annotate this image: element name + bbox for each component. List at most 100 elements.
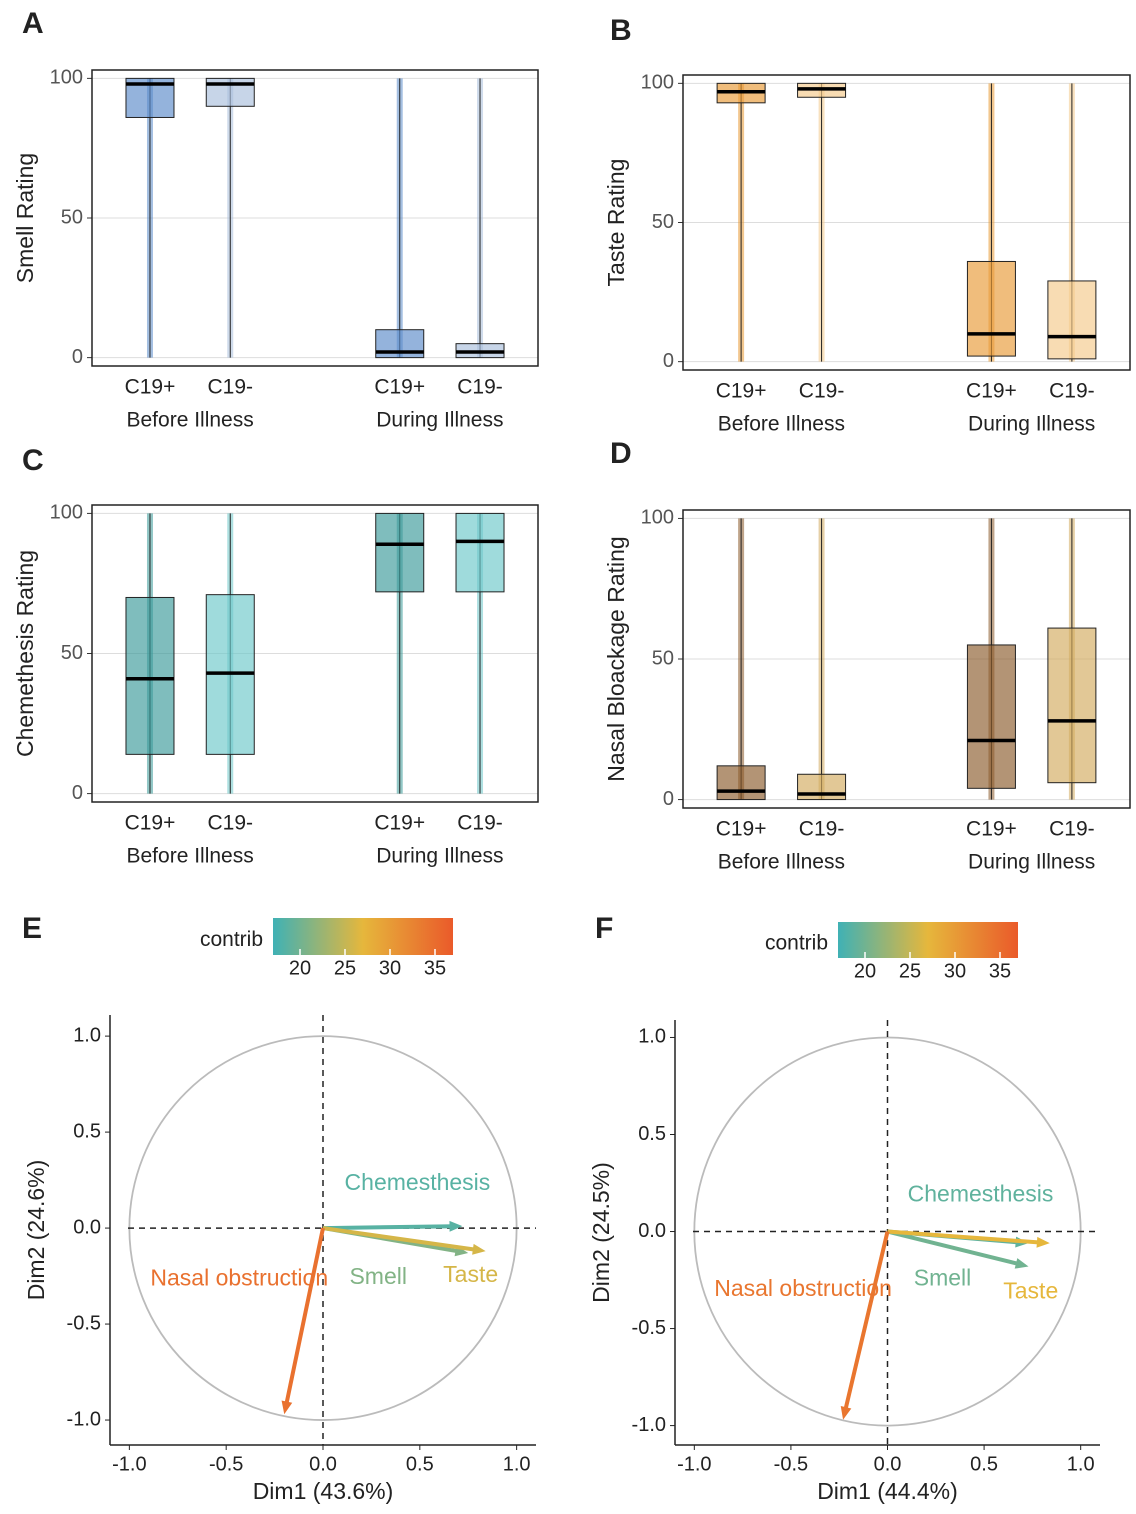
- x-tick-label: C19-: [457, 376, 503, 399]
- box: [966, 644, 1016, 789]
- x-tick-label: 0.5: [406, 1453, 434, 1475]
- y-tick-label: -0.5: [632, 1317, 666, 1339]
- x-tick-label: -0.5: [209, 1453, 243, 1475]
- arrow-head: [281, 1400, 293, 1415]
- arrow: [283, 1227, 325, 1407]
- arrow: [887, 1229, 1042, 1245]
- y-axis-label: Dim2 (24.5%): [588, 1162, 614, 1303]
- group-label: Before Illness: [718, 851, 845, 874]
- colorbar: [273, 918, 453, 955]
- colorbar-tick-label: 35: [424, 957, 446, 979]
- arrow-label: Nasal obstruction: [150, 1264, 328, 1290]
- arrow-head: [472, 1243, 486, 1255]
- plot-frame: [91, 69, 539, 367]
- x-tick-label: C19-: [1049, 818, 1095, 841]
- y-tick-label: 1.0: [73, 1024, 101, 1046]
- plot-frame: [682, 74, 1131, 371]
- group-label: Before Illness: [718, 413, 845, 436]
- colorbar-tick-label: 25: [899, 960, 921, 982]
- y-tick-label: -1.0: [67, 1408, 101, 1430]
- group-label: During Illness: [376, 845, 503, 868]
- x-tick-label: C19-: [1049, 380, 1095, 403]
- y-tick-label: 0: [72, 346, 83, 368]
- y-tick-label: 0: [72, 782, 83, 804]
- x-tick-label: 1.0: [503, 1453, 531, 1475]
- arrow-head: [449, 1220, 463, 1232]
- x-tick-label: C19+: [125, 376, 176, 399]
- y-axis-label: Nasal Bloackage Rating: [603, 536, 629, 781]
- arrow-head: [1036, 1236, 1050, 1248]
- y-tick-label: 0: [663, 350, 674, 372]
- y-tick-label: 50: [652, 647, 674, 669]
- arrow-label: Taste: [443, 1261, 498, 1287]
- arrow: [322, 1226, 479, 1252]
- arrow-label: Chemesthesis: [908, 1180, 1054, 1206]
- group-label: During Illness: [968, 851, 1095, 874]
- panel-label: D: [610, 437, 632, 470]
- colorbar-tick-label: 25: [334, 957, 356, 979]
- x-tick-label: C19-: [207, 812, 253, 835]
- x-axis-label: Dim1 (44.4%): [817, 1478, 958, 1504]
- y-tick-label: 1.0: [638, 1026, 666, 1048]
- box: [966, 260, 1016, 357]
- colorbar-title: contrib: [200, 928, 263, 951]
- colorbar-tick-label: 35: [989, 960, 1011, 982]
- y-tick-label: 50: [61, 642, 83, 664]
- panel-label: F: [595, 912, 613, 945]
- x-tick-label: C19+: [966, 818, 1017, 841]
- arrow-label: Taste: [1003, 1277, 1058, 1303]
- x-tick-label: C19+: [374, 812, 425, 835]
- colorbar-tick-label: 30: [379, 957, 401, 979]
- x-tick-label: -0.5: [774, 1453, 808, 1475]
- y-tick-label: 100: [50, 502, 83, 524]
- plot-frame: [682, 509, 1131, 809]
- x-tick-label: 0.0: [874, 1453, 902, 1475]
- panel-label: A: [22, 7, 44, 40]
- arrow: [887, 1229, 1022, 1267]
- arrow-head: [1014, 1258, 1029, 1269]
- box: [1047, 627, 1097, 784]
- x-tick-label: C19+: [716, 818, 767, 841]
- colorbar-title: contrib: [765, 932, 828, 955]
- panel-label: E: [22, 912, 42, 945]
- x-tick-label: 0.5: [970, 1453, 998, 1475]
- y-tick-label: 50: [652, 211, 674, 233]
- x-tick-label: C19-: [457, 812, 503, 835]
- y-axis-label: Chemethesis Rating: [12, 550, 38, 757]
- x-tick-label: -1.0: [677, 1453, 711, 1475]
- y-axis-label: Dim2 (24.6%): [23, 1160, 49, 1301]
- x-tick-label: -1.0: [112, 1453, 146, 1475]
- arrow-label: Nasal obstruction: [714, 1275, 892, 1301]
- box: [716, 765, 766, 801]
- x-tick-label: C19-: [799, 380, 845, 403]
- x-tick-label: 1.0: [1067, 1453, 1095, 1475]
- colorbar-tick-label: 30: [944, 960, 966, 982]
- y-tick-label: 50: [61, 206, 83, 228]
- plot-frame: [91, 504, 539, 803]
- panel-label: C: [22, 444, 44, 477]
- y-tick-label: 0.5: [73, 1120, 101, 1142]
- arrow-label: Chemesthesis: [345, 1169, 491, 1195]
- x-tick-label: C19+: [716, 380, 767, 403]
- y-tick-label: -0.5: [67, 1312, 101, 1334]
- colorbar-tick-label: 20: [854, 960, 876, 982]
- group-label: Before Illness: [127, 409, 254, 432]
- arrow-head: [840, 1405, 852, 1420]
- arrow-label: Smell: [914, 1265, 972, 1291]
- y-axis-label: Smell Rating: [12, 153, 38, 283]
- y-tick-label: -1.0: [632, 1414, 666, 1436]
- group-label: Before Illness: [127, 845, 254, 868]
- x-axis-label: Dim1 (43.6%): [253, 1478, 394, 1504]
- box: [375, 512, 425, 593]
- y-tick-label: 0: [663, 788, 674, 810]
- box: [125, 596, 175, 755]
- group-label: During Illness: [376, 409, 503, 432]
- colorbar: [838, 922, 1018, 958]
- y-tick-label: 0.0: [638, 1220, 666, 1242]
- colorbar-tick-label: 20: [289, 957, 311, 979]
- x-tick-label: C19+: [374, 376, 425, 399]
- x-tick-label: C19-: [799, 818, 845, 841]
- arrow: [842, 1231, 890, 1413]
- x-tick-label: C19+: [966, 380, 1017, 403]
